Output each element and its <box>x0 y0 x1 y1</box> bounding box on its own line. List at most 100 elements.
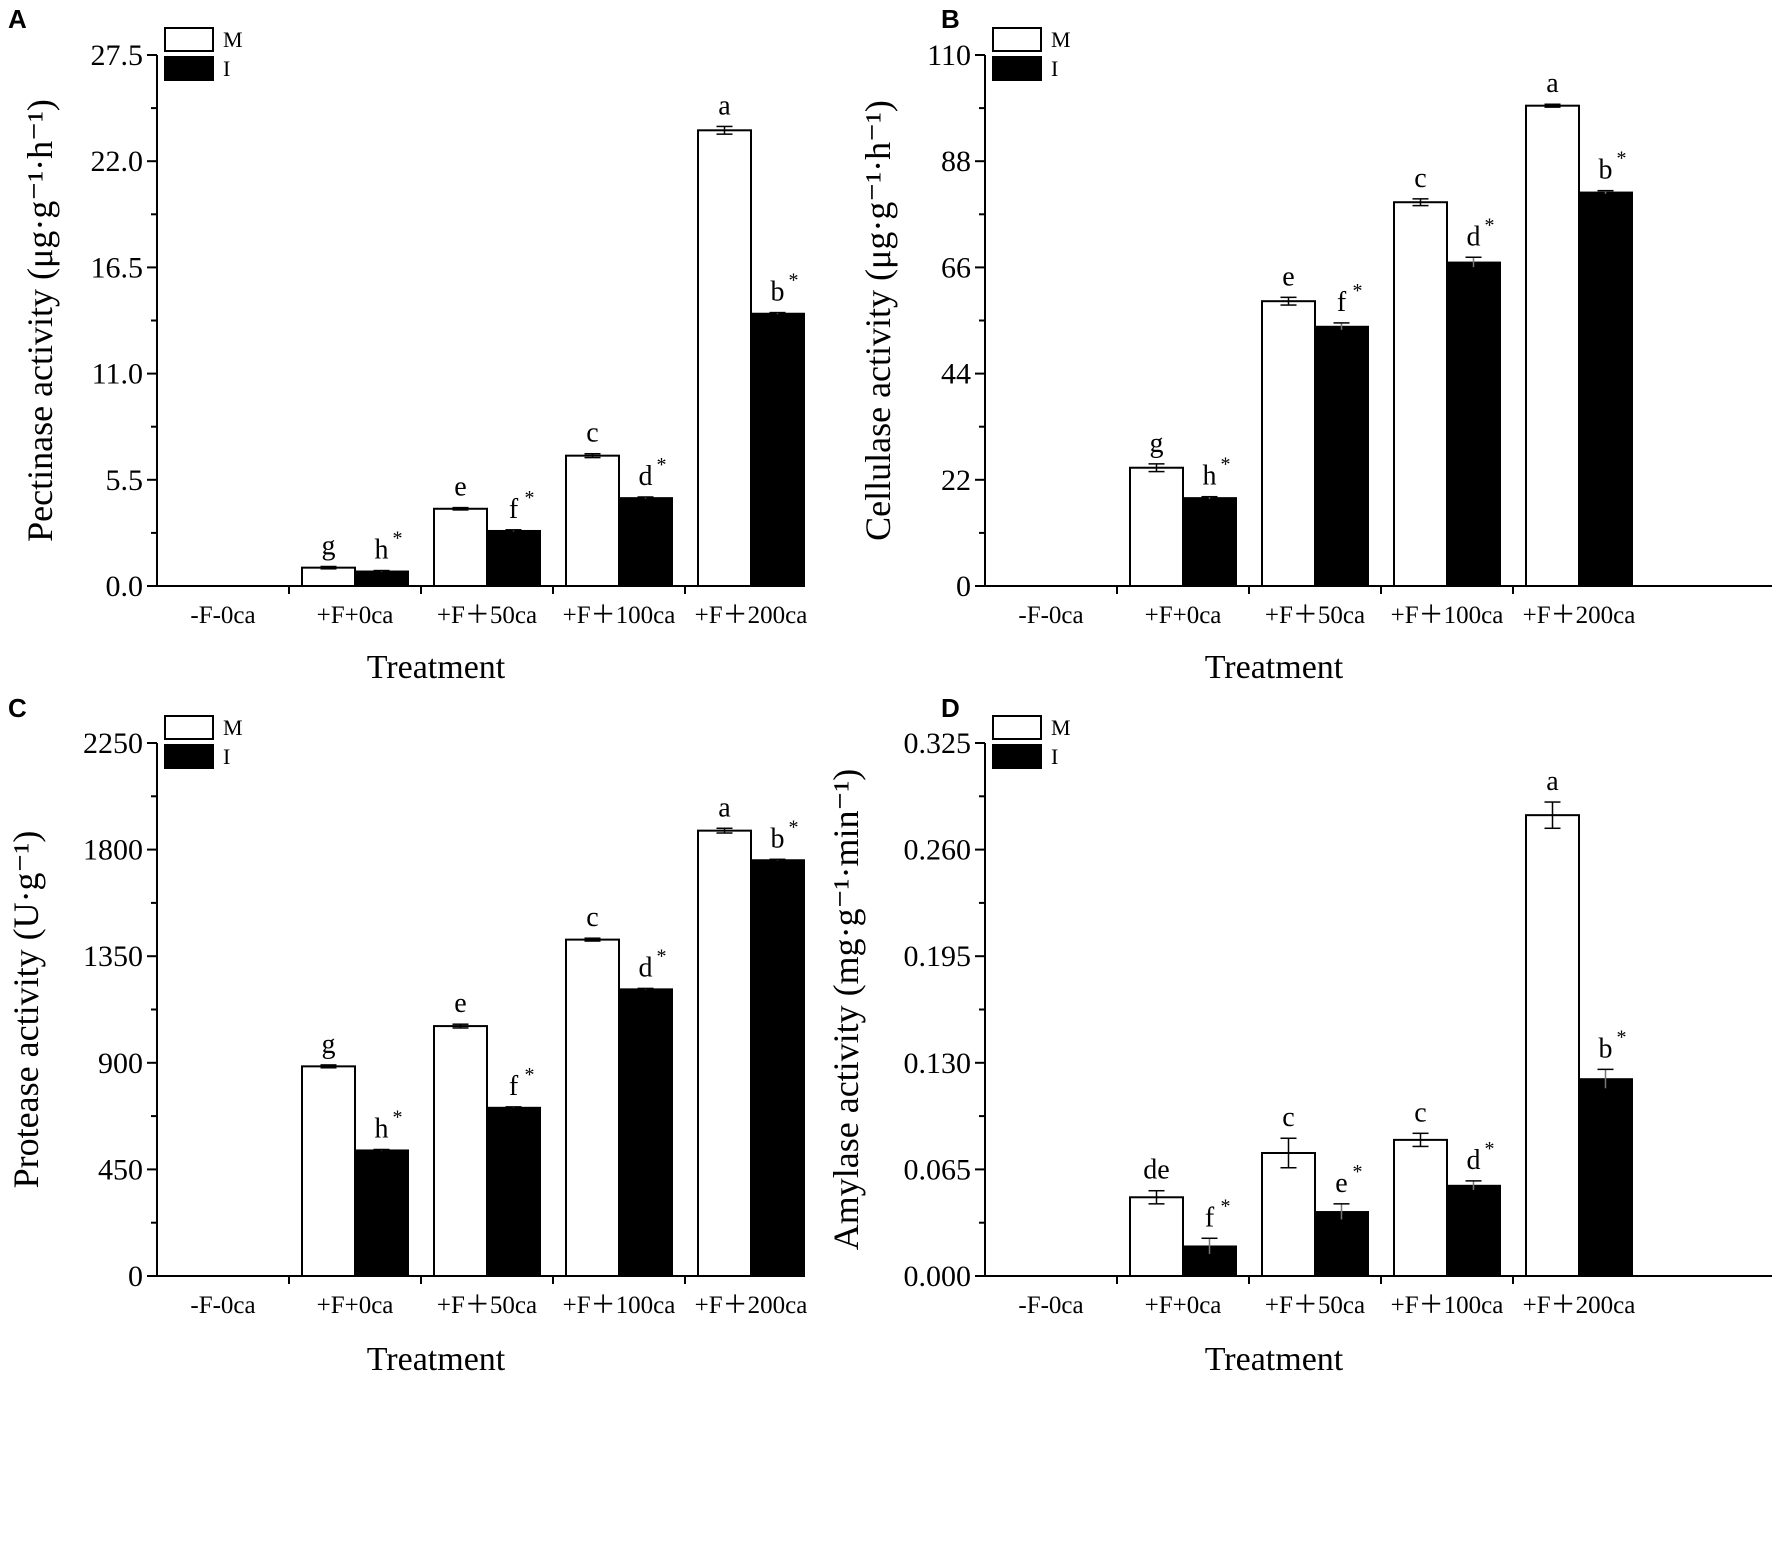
x-tick-label: +F＋100ca <box>563 1292 676 1319</box>
significance-star: * <box>789 270 799 292</box>
significance-label: e <box>454 472 466 503</box>
legend-swatch-i <box>164 56 214 81</box>
significance-label: d <box>639 952 653 983</box>
bar-m <box>301 566 356 588</box>
significance-label: de <box>1143 1155 1169 1186</box>
significance-star: * <box>657 454 667 476</box>
significance-star: * <box>1221 454 1231 476</box>
significance-label: h <box>375 1114 389 1145</box>
significance-star: * <box>393 1107 403 1129</box>
legend-label-m: M <box>1051 715 1071 740</box>
bar-i <box>750 859 805 1277</box>
y-tick-label: 900 <box>98 1047 143 1080</box>
x-tick-label: +F+0ca <box>1145 602 1222 629</box>
x-tick-label: +F＋200ca <box>1523 1292 1636 1319</box>
significance-label: c <box>586 902 598 933</box>
bar-m <box>1525 814 1580 1277</box>
bar-m <box>1129 466 1184 587</box>
y-axis-label: Cellulase activity (μg·g⁻¹·h⁻¹) <box>858 100 898 541</box>
y-tick-label: 1350 <box>83 940 143 973</box>
y-tick-label: 0.065 <box>904 1153 972 1186</box>
significance-label: d <box>1467 1145 1481 1176</box>
significance-label: d <box>639 461 653 492</box>
x-tick-label: +F＋100ca <box>1391 1292 1504 1319</box>
bar-m <box>433 507 488 588</box>
significance-star: * <box>657 945 667 967</box>
significance-label: f <box>509 494 519 525</box>
bar-i <box>486 529 541 588</box>
significance-label: f <box>1205 1202 1215 1233</box>
legend-swatch-i <box>992 744 1042 769</box>
legend-label-i: I <box>223 744 230 769</box>
x-tick-label: +F+0ca <box>317 1292 394 1319</box>
significance-label: d <box>1467 221 1481 252</box>
y-tick-label: 0 <box>956 570 971 603</box>
x-tick-label: +F+0ca <box>1145 1292 1222 1319</box>
significance-star: * <box>1485 214 1495 236</box>
bar-i <box>354 570 409 588</box>
bar-m <box>565 938 620 1278</box>
significance-label: c <box>1414 163 1426 194</box>
bar-i <box>1578 191 1633 587</box>
x-tick-label: -F-0ca <box>190 602 255 629</box>
y-tick-label: 11.0 <box>92 358 143 391</box>
legend-swatch-m <box>164 27 214 52</box>
bar-i <box>1182 497 1237 588</box>
significance-star: * <box>1485 1138 1495 1160</box>
legend: MI <box>992 27 1071 81</box>
bar-m <box>1129 1196 1184 1278</box>
legend: MI <box>164 27 243 81</box>
y-tick-label: 2250 <box>83 727 143 760</box>
bar-m <box>1261 300 1316 587</box>
bar-i <box>1314 325 1369 587</box>
bar-m <box>1393 1138 1448 1277</box>
significance-star: * <box>525 1064 535 1086</box>
significance-label: h <box>375 535 389 566</box>
significance-label: c <box>1414 1097 1426 1128</box>
legend-swatch-m <box>164 715 214 740</box>
bar-m <box>1393 201 1448 587</box>
bar-i <box>618 988 673 1277</box>
significance-star: * <box>789 816 799 838</box>
y-tick-label: 1800 <box>83 834 143 867</box>
y-tick-label: 0.195 <box>904 940 972 973</box>
legend-swatch-m <box>992 27 1042 52</box>
x-axis-label: Treatment <box>367 649 506 686</box>
x-tick-label: +F＋50ca <box>437 1292 537 1319</box>
bar-m <box>697 829 752 1277</box>
bar-m <box>565 454 620 587</box>
significance-label: c <box>1282 1102 1294 1133</box>
y-tick-label: 0.260 <box>904 834 972 867</box>
significance-star: * <box>1353 1161 1363 1183</box>
legend-swatch-i <box>992 56 1042 81</box>
significance-label: b <box>1599 155 1613 186</box>
bar-i <box>1578 1078 1633 1277</box>
legend-label-i: I <box>1051 56 1058 81</box>
bar-i <box>486 1106 541 1277</box>
x-axis-label: Treatment <box>1205 649 1344 686</box>
y-tick-label: 44 <box>941 358 971 391</box>
x-tick-label: +F＋50ca <box>1265 602 1365 629</box>
significance-label: e <box>1282 261 1294 292</box>
significance-label: g <box>1150 428 1164 459</box>
bar-i <box>1446 261 1501 587</box>
bar-i <box>750 312 805 587</box>
y-tick-label: 16.5 <box>91 251 144 284</box>
legend-label-i: I <box>223 56 230 81</box>
significance-label: b <box>771 277 785 308</box>
chart-panel-b: B 0 22 44 66 88 110 Cellulase activity (μg·g⁻¹·… <box>858 4 1772 686</box>
x-axis-label: Treatment <box>367 1341 506 1378</box>
significance-label: a <box>718 90 731 121</box>
bar-m <box>697 129 752 587</box>
x-tick-label: -F-0ca <box>1018 1292 1083 1319</box>
y-tick-label: 0.325 <box>904 727 972 760</box>
significance-label: b <box>1599 1033 1613 1064</box>
y-tick-label: 5.5 <box>106 464 144 497</box>
bar-m <box>1525 104 1580 587</box>
legend: MI <box>164 715 243 769</box>
x-tick-label: +F+0ca <box>317 602 394 629</box>
y-tick-label: 450 <box>98 1153 143 1186</box>
panel-letter: B <box>941 4 960 34</box>
significance-star: * <box>393 528 403 550</box>
